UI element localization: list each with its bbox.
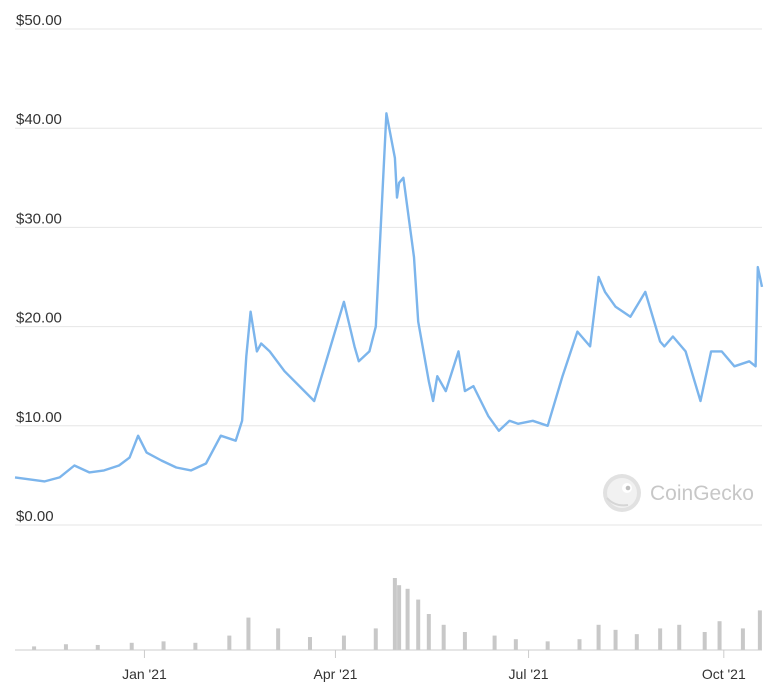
- volume-bar: [677, 624, 682, 650]
- volume-bar: [341, 635, 346, 650]
- volume-bar: [373, 628, 378, 650]
- volume-bar: [416, 599, 421, 650]
- volume-bar: [95, 644, 100, 650]
- y-tick-label: $0.00: [16, 508, 54, 525]
- x-tick-label: Oct '21: [702, 666, 746, 682]
- volume-bar: [658, 628, 663, 650]
- volume-bar: [492, 635, 497, 650]
- volume-bar: [129, 642, 134, 650]
- volume-bar: [545, 641, 550, 650]
- volume-bar: [426, 614, 431, 650]
- y-axis: $50.00 $40.00 $30.00 $20.00 $10.00 $0.00: [16, 12, 62, 525]
- volume-bar: [740, 628, 745, 650]
- volume-bar: [63, 644, 68, 650]
- volume-bar: [462, 632, 467, 650]
- x-tick-label: Apr '21: [313, 666, 357, 682]
- grid-lines: [15, 28, 762, 526]
- volume-bar: [307, 637, 312, 650]
- volume-bar: [246, 617, 251, 650]
- x-axis: Jan '21 Apr '21 Jul '21 Oct '21: [122, 650, 746, 682]
- y-tick-label: $20.00: [16, 310, 62, 327]
- price-line: [14, 112, 764, 483]
- watermark-text: CoinGecko: [650, 482, 754, 505]
- volume-bar: [276, 628, 281, 650]
- gecko-logo-icon: [603, 474, 641, 512]
- volume-bar: [392, 578, 397, 650]
- y-tick-label: $10.00: [16, 409, 62, 426]
- volume-bar: [596, 624, 601, 650]
- volume-bars: [32, 578, 762, 650]
- y-tick-label: $30.00: [16, 210, 62, 227]
- volume-bar: [405, 588, 410, 650]
- volume-bar: [513, 639, 518, 650]
- volume-bar: [577, 639, 582, 650]
- volume-bar: [441, 624, 446, 650]
- y-tick-label: $40.00: [16, 111, 62, 128]
- volume-bar: [717, 621, 722, 650]
- volume-bar: [613, 629, 618, 650]
- x-tick-label: Jul '21: [509, 666, 549, 682]
- volume-bar: [161, 641, 166, 650]
- volume-bar: [702, 632, 707, 650]
- volume-bar: [397, 585, 402, 650]
- volume-bar: [32, 646, 37, 650]
- x-tick-label: Jan '21: [122, 666, 167, 682]
- volume-bar: [757, 610, 762, 650]
- y-tick-label: $50.00: [16, 12, 62, 29]
- volume-bar: [193, 642, 198, 650]
- coingecko-watermark: CoinGecko: [603, 474, 754, 512]
- volume-bar: [634, 634, 639, 650]
- volume-bar: [227, 635, 232, 650]
